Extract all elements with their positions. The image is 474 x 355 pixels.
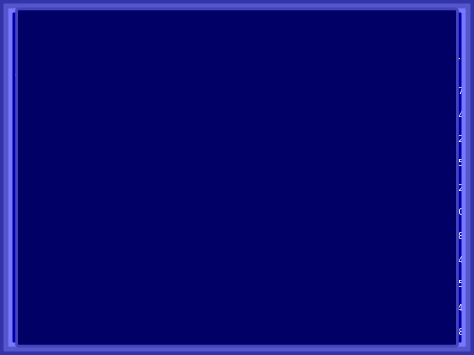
Text: +130.4: +130.4 bbox=[429, 304, 465, 313]
Text: D-fructose: D-fructose bbox=[256, 111, 306, 120]
Text: +14.2: +14.2 bbox=[436, 184, 465, 192]
Text: D-arabinose: D-arabinose bbox=[256, 208, 314, 217]
Text: +55.4: +55.4 bbox=[436, 256, 465, 265]
Text: Maltose+: Maltose+ bbox=[256, 304, 301, 313]
Text: 4. Temperature of sample: 4. Temperature of sample bbox=[33, 312, 149, 321]
Text: +66.5: +66.5 bbox=[436, 280, 465, 289]
Text: D-xylose: D-xylose bbox=[256, 232, 297, 241]
Text: -105.0: -105.0 bbox=[434, 208, 465, 217]
Text: -19.8: -19.8 bbox=[440, 328, 465, 337]
Text: -92.4: -92.4 bbox=[440, 111, 465, 120]
Text: 3. The wavelength of the light
    source employed; usually either
    sodium D : 3. The wavelength of the light source em… bbox=[33, 245, 195, 289]
Text: 1. The nature of the compound: 1. The nature of the compound bbox=[33, 117, 174, 126]
Text: Polarimetry: Polarimetry bbox=[109, 18, 365, 56]
Text: Invert sugar: Invert sugar bbox=[256, 328, 314, 337]
Text: Sucrose: Sucrose bbox=[256, 280, 293, 289]
Text: L-arabinose: L-arabinose bbox=[256, 159, 311, 168]
Text: • Magnitude of rotation depends upon:: • Magnitude of rotation depends upon: bbox=[14, 71, 246, 81]
Text: +80.2: +80.2 bbox=[436, 135, 465, 144]
Text: D-glucose: D-glucose bbox=[256, 87, 303, 96]
Text: Lactose: Lactose bbox=[256, 256, 293, 265]
Text: +104.5: +104.5 bbox=[429, 159, 465, 168]
Text: +195: +195 bbox=[438, 353, 465, 355]
Text: Selected Rotations: Selected Rotations bbox=[265, 57, 383, 67]
Text: 5. Concentration of carbohydrate in
    grams per 100 ml: 5. Concentration of carbohydrate in gram… bbox=[33, 341, 196, 355]
Text: +18.8: +18.8 bbox=[436, 232, 465, 241]
Text: D-galactose: D-galactose bbox=[256, 135, 312, 144]
Text: D-mannose: D-mannose bbox=[256, 184, 310, 192]
Text: Dextrin: Dextrin bbox=[256, 353, 291, 355]
Text: 2. The length of the tube (cell or
    sample container) usually
    expressed i: 2. The length of the tube (cell or sampl… bbox=[33, 158, 181, 191]
Text: +52.7: +52.7 bbox=[436, 87, 465, 96]
